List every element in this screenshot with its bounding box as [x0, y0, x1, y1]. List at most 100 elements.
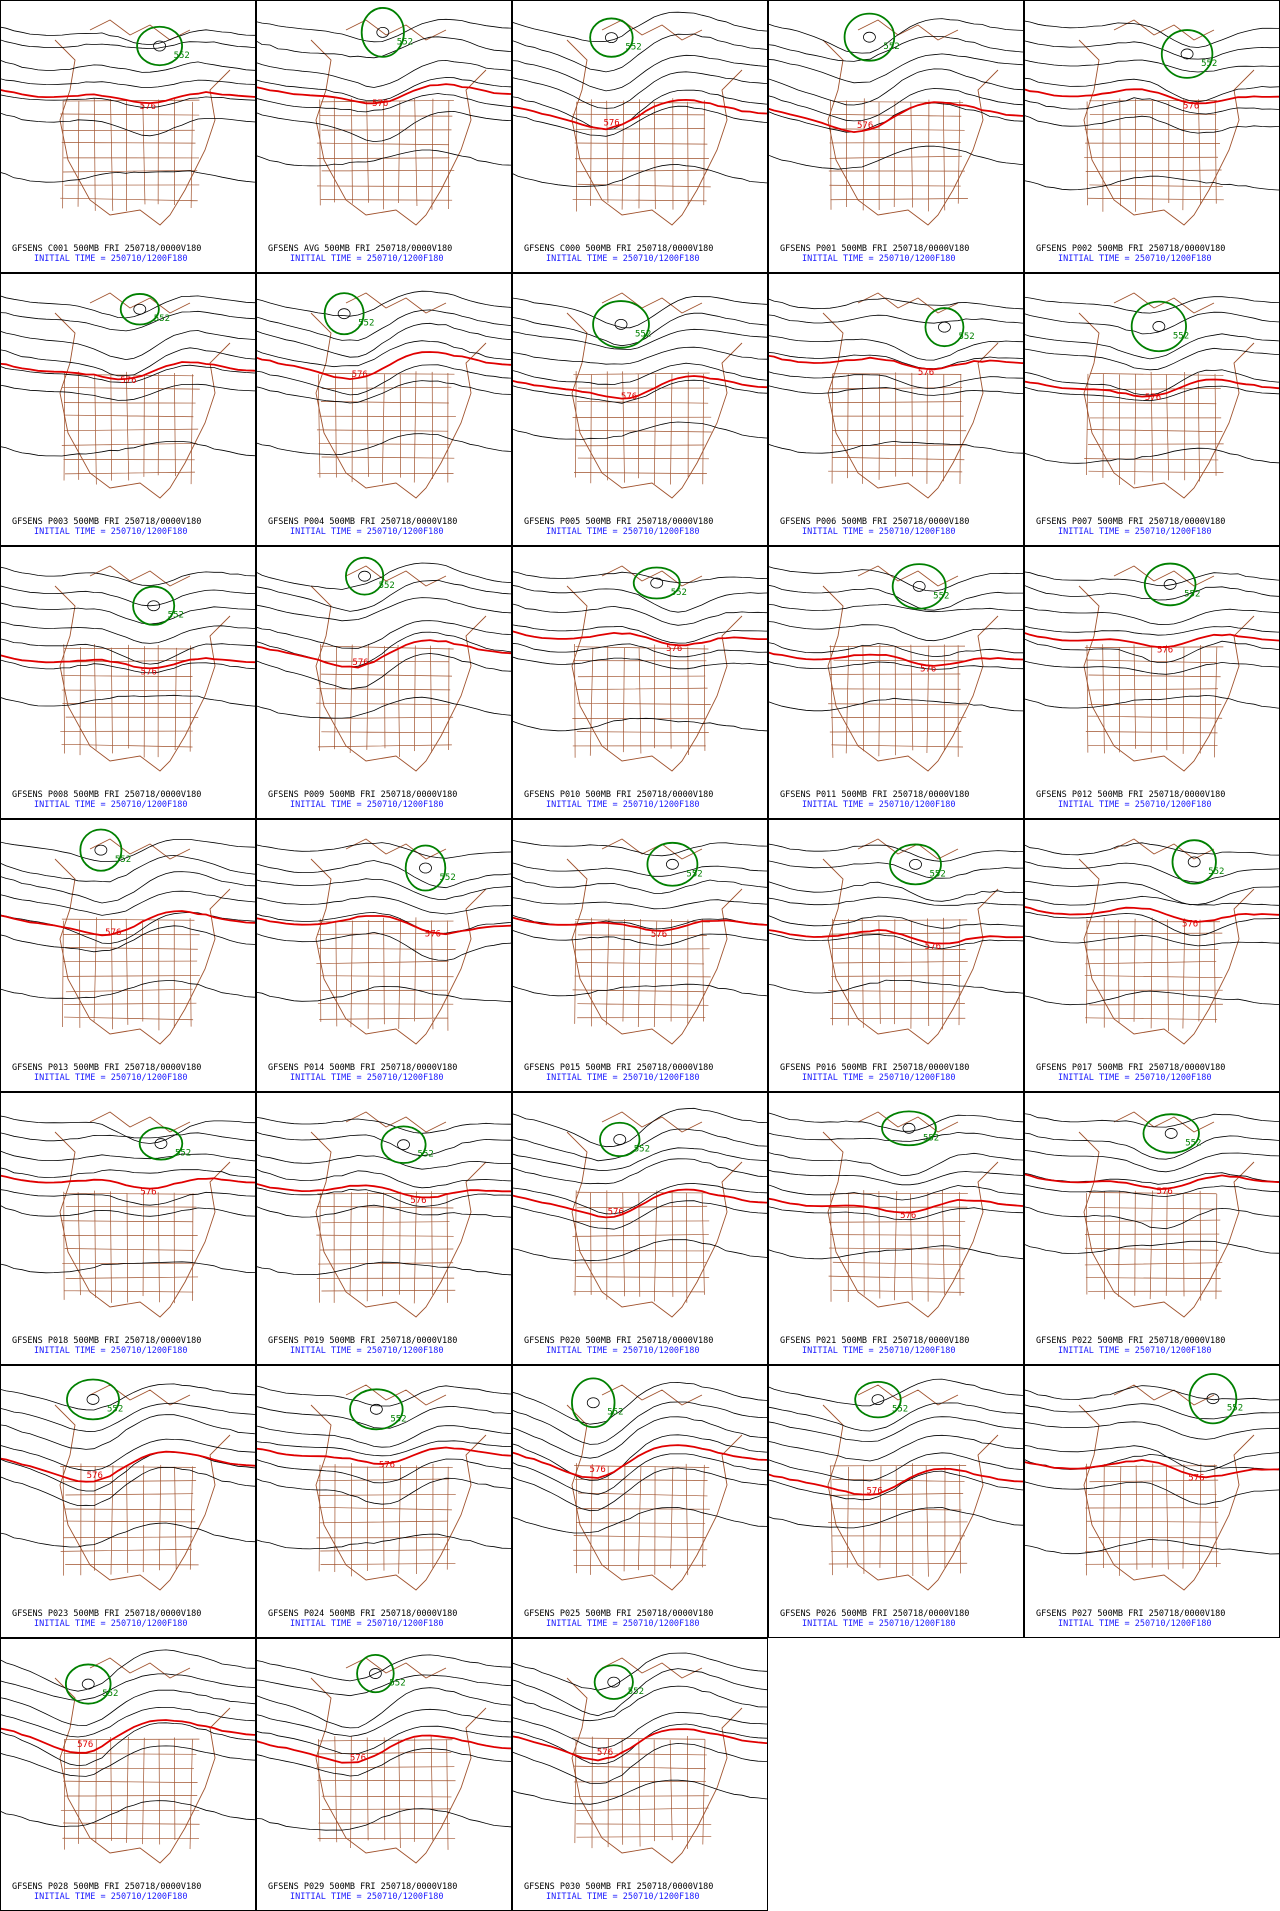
height-contour: [1024, 311, 1280, 335]
height-contour: [512, 1742, 768, 1785]
panel: 576 552 GFSENS P026 500MB FRI 250718/0000V…: [768, 1365, 1024, 1638]
panel-title: GFSENS P022 500MB FRI 250718/0000V180: [1036, 1336, 1225, 1346]
panel-init-time: INITIAL TIME = 250710/1200F180: [290, 1892, 444, 1902]
height-contour: [1024, 1385, 1280, 1401]
contour-label: 576: [425, 930, 441, 940]
state-lines: [60, 1463, 199, 1576]
contour-label: 552: [1227, 1404, 1243, 1414]
low-center: [613, 1134, 627, 1145]
map: 576 552: [256, 290, 512, 499]
height-contour: [1024, 1132, 1280, 1160]
contour-label: 552: [958, 332, 974, 342]
contour-label: 552: [883, 42, 899, 52]
height-contour: [1024, 1403, 1280, 1420]
contour-label: 576: [918, 368, 934, 378]
height-contour: [256, 896, 512, 915]
height-contour: [0, 585, 256, 607]
height-contour: [512, 1467, 768, 1512]
panel-init-time: INITIAL TIME = 250710/1200F180: [290, 1073, 444, 1083]
height-contour: [768, 843, 1024, 862]
contour-label: 552: [607, 1408, 623, 1418]
height-contour: [512, 656, 768, 670]
height-contour: [256, 562, 512, 590]
height-contour: [1024, 606, 1280, 626]
panel-title: GFSENS P010 500MB FRI 250718/0000V180: [524, 790, 713, 800]
height-contour: [1024, 584, 1280, 601]
contour-552: [854, 1380, 902, 1419]
map: 576 552: [0, 1378, 256, 1591]
height-contour: [512, 1416, 768, 1459]
coastline: [310, 1657, 487, 1864]
contour-576: [0, 88, 256, 105]
low-center: [938, 321, 951, 333]
state-lines: [573, 1463, 710, 1576]
panel-init-time: INITIAL TIME = 250710/1200F180: [34, 254, 188, 264]
panel-title: GFSENS AVG 500MB FRI 250718/0000V180: [268, 244, 452, 254]
panel-init-time: INITIAL TIME = 250710/1200F180: [1058, 527, 1212, 537]
map: 576 552: [512, 565, 768, 772]
height-contour: [0, 78, 256, 88]
panel-title: GFSENS P004 500MB FRI 250718/0000V180: [268, 517, 457, 527]
height-contour: [1024, 934, 1280, 947]
height-contour: [256, 1725, 512, 1755]
contour-label: 576: [1183, 101, 1199, 111]
panel-init-time: INITIAL TIME = 250710/1200F180: [290, 800, 444, 810]
height-contour: [256, 1440, 512, 1457]
height-contour: [0, 871, 256, 904]
height-contour: [256, 18, 512, 43]
height-contour: [1024, 1206, 1280, 1230]
height-contour: [1024, 638, 1280, 663]
low-center: [607, 1676, 621, 1688]
panel-title: GFSENS P011 500MB FRI 250718/0000V180: [780, 790, 969, 800]
height-contour: [512, 71, 768, 109]
panel-title: GFSENS P015 500MB FRI 250718/0000V180: [524, 1063, 713, 1073]
height-contour: [256, 878, 512, 900]
panel-border: [0, 1365, 256, 1638]
map: 576 552: [1024, 292, 1280, 499]
coastline: [822, 1111, 999, 1318]
panel-title: GFSENS P002 500MB FRI 250718/0000V180: [1036, 244, 1225, 254]
height-contour: [256, 59, 512, 88]
contour-label: 576: [352, 370, 368, 380]
height-contour: [768, 1206, 1024, 1221]
panel-init-time: INITIAL TIME = 250710/1200F180: [1058, 1346, 1212, 1356]
contour-576: [256, 83, 512, 105]
coastline: [822, 1384, 999, 1591]
panel-init-time: INITIAL TIME = 250710/1200F180: [1058, 1619, 1212, 1629]
coastline: [54, 1657, 231, 1864]
coastline: [822, 292, 999, 499]
height-contour: [256, 1116, 512, 1134]
contour-552: [119, 293, 160, 326]
height-contour: [1024, 20, 1280, 48]
panel-init-time: INITIAL TIME = 250710/1200F180: [1058, 1073, 1212, 1083]
contour-576: [1024, 378, 1280, 398]
contour-552: [356, 1653, 395, 1694]
contour-label: 552: [1201, 59, 1217, 69]
height-contour: [1024, 990, 1280, 1006]
low-center: [909, 859, 922, 870]
state-lines: [316, 917, 456, 1031]
map: 576 552: [512, 292, 768, 499]
coastline: [310, 1111, 487, 1318]
contour-552: [632, 566, 681, 600]
panel-border: [1024, 0, 1280, 273]
panel-init-time: INITIAL TIME = 250710/1200F180: [34, 1073, 188, 1083]
height-contour: [0, 1689, 256, 1727]
contour-552: [360, 7, 405, 58]
height-contour: [0, 1383, 256, 1411]
map: 576 552: [512, 1107, 768, 1318]
panel: 576 552 GFSENS AVG 500MB FRI 250718/0000V1…: [256, 0, 512, 273]
panel-title: GFSENS P018 500MB FRI 250718/0000V180: [12, 1336, 201, 1346]
contour-576: [512, 98, 768, 131]
contour-label: 576: [77, 1740, 93, 1750]
contour-552: [881, 1110, 937, 1147]
coastline: [1078, 19, 1255, 226]
height-contour: [1024, 59, 1280, 73]
panel: 576 552 GFSENS P029 500MB FRI 250718/0000V…: [256, 1638, 512, 1911]
height-contour: [512, 584, 768, 613]
panel: 576 552 GFSENS P027 500MB FRI 250718/0000V…: [1024, 1365, 1280, 1638]
panel-title: GFSENS P003 500MB FRI 250718/0000V180: [12, 517, 201, 527]
height-contour: [512, 379, 768, 404]
panel-init-time: INITIAL TIME = 250710/1200F180: [802, 1073, 956, 1083]
